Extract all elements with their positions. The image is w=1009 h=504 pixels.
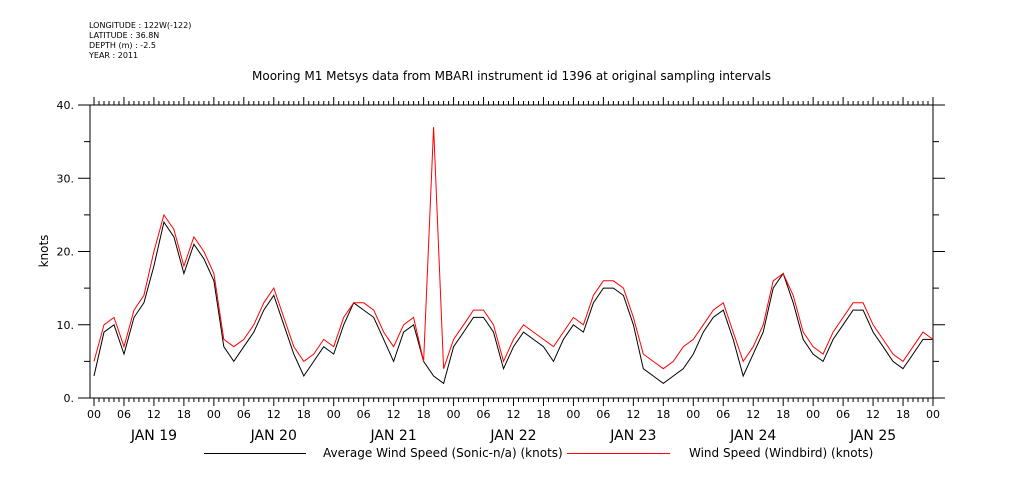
- x-tick-label: 12: [147, 408, 161, 421]
- chart-title: Mooring M1 Metsys data from MBARI instru…: [252, 69, 771, 83]
- day-label: JAN 22: [489, 428, 536, 444]
- day-label: JAN 21: [370, 428, 417, 444]
- x-tick-label: 12: [866, 408, 880, 421]
- x-tick-label: 06: [117, 408, 131, 421]
- y-tick-label: 0.: [64, 392, 75, 405]
- x-tick-label: 18: [656, 408, 670, 421]
- meta-year: YEAR : 2011: [89, 51, 139, 60]
- day-label: JAN 23: [609, 428, 656, 444]
- x-tick-label: 00: [806, 408, 820, 421]
- x-tick-label: 06: [237, 408, 251, 421]
- x-tick-label: 00: [207, 408, 221, 421]
- series-layer: [93, 126, 934, 385]
- axis-ticks: [78, 97, 945, 406]
- x-tick-label: 06: [357, 408, 371, 421]
- x-tick-label: 12: [387, 408, 401, 421]
- x-tick-label: 12: [626, 408, 640, 421]
- x-tick-label: 06: [836, 408, 850, 421]
- plot-frame: [89, 104, 934, 399]
- day-label: JAN 24: [729, 428, 776, 444]
- x-tick-label: 00: [447, 408, 461, 421]
- x-tick-label: 18: [896, 408, 910, 421]
- day-label: JAN 20: [250, 428, 297, 444]
- x-tick-label: 18: [177, 408, 191, 421]
- x-tick-label: 00: [926, 408, 940, 421]
- y-tick-label: 40.: [57, 99, 75, 112]
- x-tick-label: 06: [716, 408, 730, 421]
- x-tick-label: 00: [566, 408, 580, 421]
- x-tick-label: 12: [507, 408, 521, 421]
- x-tick-label: 06: [477, 408, 491, 421]
- legend-label-average: Average Wind Speed (Sonic-n/a) (knots): [323, 446, 563, 460]
- metadata-block: LONGITUDE : 122W(-122) LATITUDE : 36.8N …: [89, 21, 191, 61]
- day-label: JAN 25: [849, 428, 896, 444]
- x-tick-label: 00: [686, 408, 700, 421]
- y-tick-label: 20.: [57, 246, 75, 259]
- x-tick-label: 12: [267, 408, 281, 421]
- x-tick-label: 18: [536, 408, 550, 421]
- axis-labels: 00 06 12 18 00 06 12 18 00 06 12 18 00 06 12 18 00 06 12 18…: [57, 99, 941, 444]
- legend-label-windbird: Wind Speed (Windbird) (knots): [689, 446, 874, 460]
- y-axis-label: knots: [37, 235, 51, 268]
- x-tick-label: 18: [417, 408, 431, 421]
- x-tick-label: 00: [327, 408, 341, 421]
- x-tick-label: 18: [776, 408, 790, 421]
- legend-swatch-average: [204, 453, 306, 454]
- meta-depth: DEPTH (m) : -2.5: [89, 41, 156, 50]
- y-tick-label: 10.: [57, 319, 75, 332]
- meta-latitude: LATITUDE : 36.8N: [89, 31, 160, 40]
- x-tick-label: 06: [596, 408, 610, 421]
- x-tick-label: 12: [746, 408, 760, 421]
- series-windbird-wind-speed: [93, 126, 934, 370]
- legend: Average Wind Speed (Sonic-n/a) (knots) W…: [0, 446, 1009, 462]
- x-tick-label: 18: [297, 408, 311, 421]
- x-tick-label: 00: [87, 408, 101, 421]
- meta-longitude: LONGITUDE : 122W(-122): [89, 21, 192, 30]
- y-tick-label: 30.: [57, 172, 75, 185]
- series-average-wind-speed: [93, 220, 933, 385]
- legend-swatch-windbird: [567, 453, 670, 454]
- day-label: JAN 19: [130, 428, 177, 444]
